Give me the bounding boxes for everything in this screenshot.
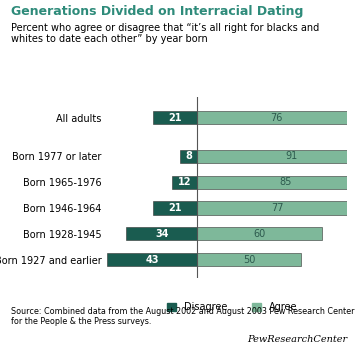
Text: 43: 43	[145, 255, 159, 264]
Text: Generations Divided on Interracial Dating: Generations Divided on Interracial Datin…	[11, 5, 303, 18]
Text: 50: 50	[243, 255, 255, 264]
Text: 85: 85	[280, 177, 292, 187]
Text: 91: 91	[286, 151, 298, 161]
Text: 12: 12	[178, 177, 191, 187]
Text: 8: 8	[185, 151, 192, 161]
Bar	[197, 253, 301, 266]
Bar	[197, 201, 358, 215]
Text: 76: 76	[270, 113, 282, 123]
Bar	[107, 253, 197, 266]
Bar	[153, 201, 197, 215]
Text: 21: 21	[168, 203, 182, 213]
Bar	[126, 227, 197, 240]
Text: 34: 34	[155, 229, 168, 239]
Legend: Disagree, Agree: Disagree, Agree	[166, 303, 298, 312]
Bar	[197, 150, 358, 163]
Text: 60: 60	[253, 229, 266, 239]
Bar	[153, 111, 197, 125]
Text: PewResearchCenter: PewResearchCenter	[247, 335, 347, 344]
Text: Percent who agree or disagree that “it’s all right for blacks and
whites to date: Percent who agree or disagree that “it’s…	[11, 23, 319, 44]
Bar	[197, 111, 355, 125]
Text: 77: 77	[271, 203, 284, 213]
Text: Source: Combined data from the August 2002 and August 2003 Pew Research Center
f: Source: Combined data from the August 20…	[11, 307, 354, 327]
Bar	[197, 176, 358, 189]
Text: 21: 21	[168, 113, 182, 123]
Bar	[180, 150, 197, 163]
Bar	[172, 176, 197, 189]
Bar	[197, 227, 322, 240]
